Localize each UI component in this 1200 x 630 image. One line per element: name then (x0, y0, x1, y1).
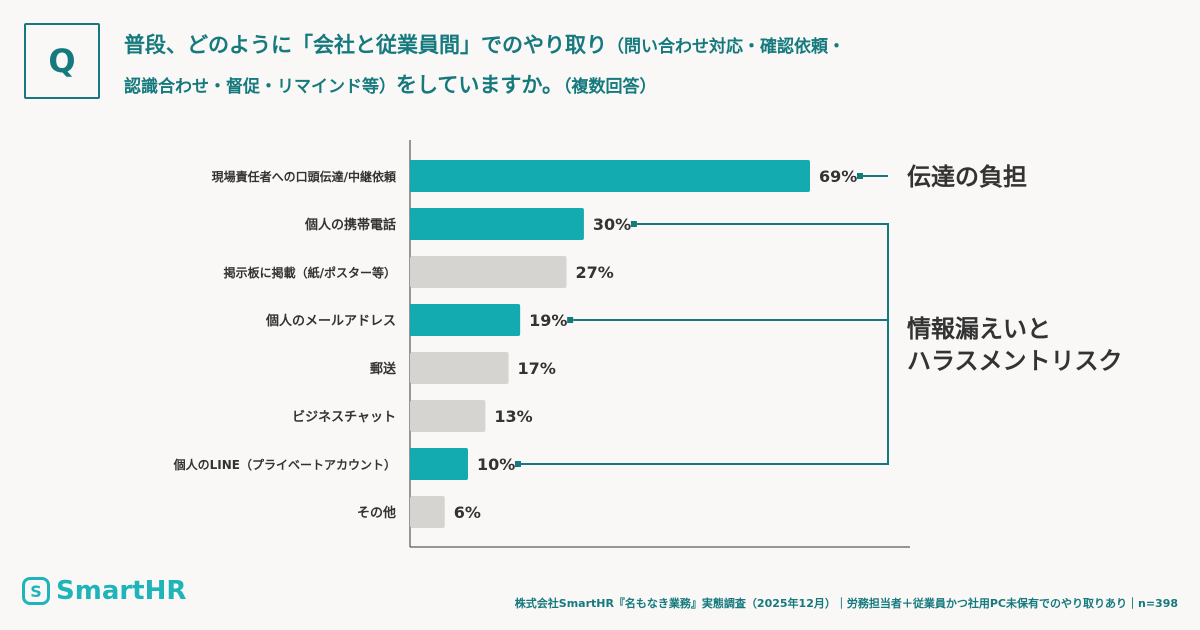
title-sub-1: （問い合わせ対応・確認依頼・ (607, 37, 845, 57)
smarthr-logo: S SmartHR (22, 576, 186, 606)
annotation-label: 伝達の負担 (907, 163, 1027, 191)
connector-marker (857, 173, 863, 179)
question-badge: Q (24, 23, 100, 99)
value-label: 69% (819, 167, 857, 186)
value-label: 17% (518, 359, 556, 378)
category-label: 現場責任者への口頭伝達/中継依頼 (212, 169, 397, 184)
category-label: 個人のLINE（プライベートアカウント） (173, 457, 396, 472)
annotation-label: ハラスメントリスク (907, 347, 1123, 375)
value-label: 13% (494, 407, 532, 426)
title-main-1: 普段、どのように「会社と従業員間」でのやり取り (124, 33, 607, 57)
bar (410, 256, 567, 288)
category-label: 個人の携帯電話 (304, 217, 396, 233)
category-label: その他 (357, 505, 396, 521)
value-label: 30% (593, 215, 631, 234)
value-label: 27% (576, 263, 614, 282)
source-note: 株式会社SmartHR『名もなき業務』実態調査（2025年12月）｜労務担当者＋… (514, 597, 1178, 610)
value-label: 19% (529, 311, 567, 330)
title-sub-3: （複数回答） (562, 77, 657, 97)
value-label: 6% (454, 503, 481, 522)
connector-marker (630, 221, 637, 227)
bar (410, 208, 584, 240)
category-label: 掲示板に掲載（紙/ポスター等） (224, 265, 396, 280)
category-label: 郵送 (370, 361, 397, 377)
bar (410, 352, 509, 384)
bar (410, 400, 486, 432)
bar (410, 448, 468, 480)
value-label: 10% (477, 455, 515, 474)
connector-marker (567, 317, 574, 323)
title-sub-2: 認識合わせ・督促・リマインド等） (124, 77, 396, 97)
question-title: 普段、どのように「会社と従業員間」でのやり取り（問い合わせ対応・確認依頼・ 認識… (124, 26, 1124, 106)
title-main-2: をしていますか。 (396, 73, 563, 97)
annotation-label: 情報漏えいと (907, 315, 1051, 343)
smarthr-logo-icon: S (22, 577, 50, 605)
category-label: 個人のメールアドレス (265, 313, 396, 329)
connector-marker (514, 461, 521, 467)
category-label: ビジネスチャット (292, 409, 396, 425)
logo-text: SmartHR (56, 576, 187, 606)
bar (410, 160, 810, 192)
bar (410, 496, 445, 528)
bar (410, 304, 521, 336)
